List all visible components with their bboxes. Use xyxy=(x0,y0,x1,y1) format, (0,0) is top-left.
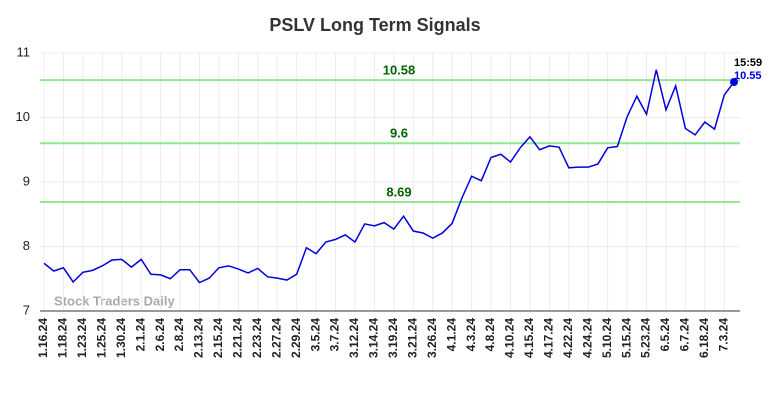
x-tick-label: 4.3.24 xyxy=(464,318,478,352)
signal-label: 8.69 xyxy=(386,184,411,199)
y-tick-label: 7 xyxy=(23,302,30,317)
x-tick-label: 3.14.24 xyxy=(367,318,381,358)
x-tick-label: 4.24.24 xyxy=(580,318,594,358)
x-tick-label: 6.18.24 xyxy=(697,318,711,358)
x-tick-label: 5.23.24 xyxy=(639,318,653,358)
y-tick-label: 9 xyxy=(23,173,30,188)
x-tick-label: 2.29.24 xyxy=(289,318,303,358)
x-tick-label: 2.27.24 xyxy=(269,318,283,358)
x-tick-label: 2.6.24 xyxy=(153,318,167,352)
x-tick-label: 6.7.24 xyxy=(678,318,692,352)
x-tick-label: 5.15.24 xyxy=(619,318,633,358)
last-value: 10.55 xyxy=(734,70,762,82)
x-tick-label: 3.5.24 xyxy=(308,318,322,352)
y-tick-label: 10 xyxy=(16,109,30,124)
chart-title: PSLV Long Term Signals xyxy=(269,15,480,35)
x-tick-label: 4.15.24 xyxy=(522,318,536,358)
x-tick-label: 6.5.24 xyxy=(658,318,672,352)
x-tick-label: 7.3.24 xyxy=(716,318,730,352)
x-tick-label: 1.16.24 xyxy=(36,318,50,358)
x-tick-label: 3.19.24 xyxy=(386,318,400,358)
x-tick-label: 3.21.24 xyxy=(405,318,419,358)
x-tick-label: 2.13.24 xyxy=(192,318,206,358)
y-tick-label: 8 xyxy=(23,238,30,253)
x-tick-label: 4.17.24 xyxy=(542,318,556,358)
x-tick-label: 2.15.24 xyxy=(211,318,225,358)
x-tick-label: 5.10.24 xyxy=(600,318,614,358)
signal-label: 9.6 xyxy=(390,126,408,141)
x-tick-label: 4.22.24 xyxy=(561,318,575,358)
x-tick-label: 1.23.24 xyxy=(75,318,89,358)
x-tick-label: 4.1.24 xyxy=(444,318,458,352)
x-tick-label: 1.25.24 xyxy=(94,318,108,358)
x-tick-label: 3.12.24 xyxy=(347,318,361,358)
x-tick-label: 2.1.24 xyxy=(133,318,147,352)
x-tick-label: 3.26.24 xyxy=(425,318,439,358)
x-tick-label: 4.8.24 xyxy=(483,318,497,352)
price-line xyxy=(43,69,735,284)
last-point xyxy=(730,78,738,87)
last-time: 15:59 xyxy=(734,57,762,69)
x-tick-label: 2.23.24 xyxy=(250,318,264,358)
x-tick-label: 2.21.24 xyxy=(231,318,245,358)
x-tick-label: 2.8.24 xyxy=(172,318,186,352)
signal-label: 10.58 xyxy=(383,63,416,78)
x-tick-label: 1.30.24 xyxy=(114,318,128,358)
watermark: Stock Traders Daily xyxy=(54,293,175,308)
y-tick-label: 11 xyxy=(17,44,31,59)
x-tick-label: 4.10.24 xyxy=(503,318,517,358)
x-tick-label: 1.18.24 xyxy=(56,318,70,358)
x-tick-label: 3.7.24 xyxy=(328,318,342,352)
